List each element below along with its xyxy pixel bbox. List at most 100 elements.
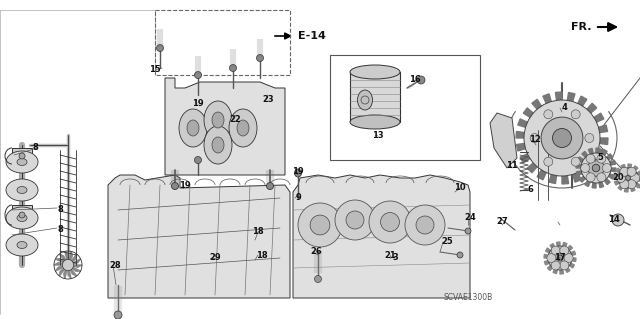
Polygon shape [616,168,622,174]
Polygon shape [553,267,558,274]
Text: 22: 22 [229,115,241,124]
Circle shape [310,215,330,235]
Circle shape [564,254,573,263]
Polygon shape [56,259,68,265]
Polygon shape [520,153,532,163]
Ellipse shape [157,44,163,51]
Text: 5: 5 [597,153,603,162]
Polygon shape [630,185,635,191]
Circle shape [544,157,553,166]
Circle shape [524,100,600,176]
Text: FR.: FR. [570,22,591,32]
Ellipse shape [358,90,372,110]
Circle shape [369,201,411,243]
Polygon shape [68,265,81,271]
Circle shape [560,261,569,270]
Ellipse shape [229,109,257,147]
Circle shape [63,259,74,271]
Polygon shape [596,125,607,133]
Text: 3: 3 [392,254,398,263]
Ellipse shape [195,71,202,78]
Circle shape [346,211,364,229]
Circle shape [618,168,638,188]
Polygon shape [68,265,71,279]
Text: E-14: E-14 [298,31,326,41]
Polygon shape [614,174,620,178]
Polygon shape [598,180,604,188]
Polygon shape [60,254,68,265]
Polygon shape [68,251,72,265]
Text: 20: 20 [612,174,624,182]
Polygon shape [550,244,556,250]
Circle shape [627,180,636,189]
Ellipse shape [17,214,27,221]
Ellipse shape [266,182,273,189]
Ellipse shape [204,101,232,139]
Polygon shape [68,259,81,265]
Text: 25: 25 [441,238,453,247]
Circle shape [405,205,445,245]
Bar [12,205,32,225]
Circle shape [581,153,611,183]
Text: 13: 13 [372,130,384,139]
Polygon shape [63,265,68,279]
Ellipse shape [257,55,264,62]
Polygon shape [545,260,551,265]
Ellipse shape [6,179,38,201]
Polygon shape [585,179,591,187]
Text: 17: 17 [554,253,566,262]
Circle shape [381,212,399,232]
Polygon shape [527,162,538,173]
Ellipse shape [294,169,301,177]
Circle shape [630,174,640,182]
Ellipse shape [457,252,463,258]
Circle shape [620,167,629,176]
Text: 28: 28 [109,261,121,270]
Circle shape [416,216,434,234]
Polygon shape [618,184,624,190]
Circle shape [586,154,595,163]
Ellipse shape [465,228,471,234]
Polygon shape [54,263,68,265]
Ellipse shape [350,115,400,129]
Circle shape [625,175,630,181]
Ellipse shape [114,311,122,319]
Polygon shape [607,173,614,179]
Bar [350,72,400,122]
Polygon shape [577,157,585,163]
Polygon shape [564,266,570,272]
Text: 27: 27 [496,218,508,226]
Circle shape [548,246,572,270]
Text: 26: 26 [310,248,322,256]
Ellipse shape [17,241,27,249]
Text: 10: 10 [454,183,466,192]
Circle shape [627,167,636,176]
Circle shape [551,246,560,255]
Polygon shape [596,148,600,155]
Polygon shape [518,119,529,128]
Polygon shape [601,150,607,157]
Polygon shape [609,168,616,172]
Polygon shape [625,186,628,192]
Ellipse shape [187,120,199,136]
Polygon shape [572,171,581,182]
Text: 9: 9 [295,194,301,203]
Circle shape [585,133,594,143]
Polygon shape [532,99,543,111]
Circle shape [588,160,604,176]
Polygon shape [68,265,77,276]
Text: 19: 19 [292,167,304,176]
Polygon shape [604,177,610,185]
Circle shape [552,129,572,147]
Circle shape [530,133,539,143]
Polygon shape [549,173,557,183]
Polygon shape [562,174,568,184]
Circle shape [298,203,342,247]
Polygon shape [68,254,77,265]
Polygon shape [543,94,552,105]
Circle shape [597,173,606,182]
Polygon shape [537,168,547,180]
Ellipse shape [195,157,202,164]
Polygon shape [589,158,601,168]
Polygon shape [293,175,470,298]
